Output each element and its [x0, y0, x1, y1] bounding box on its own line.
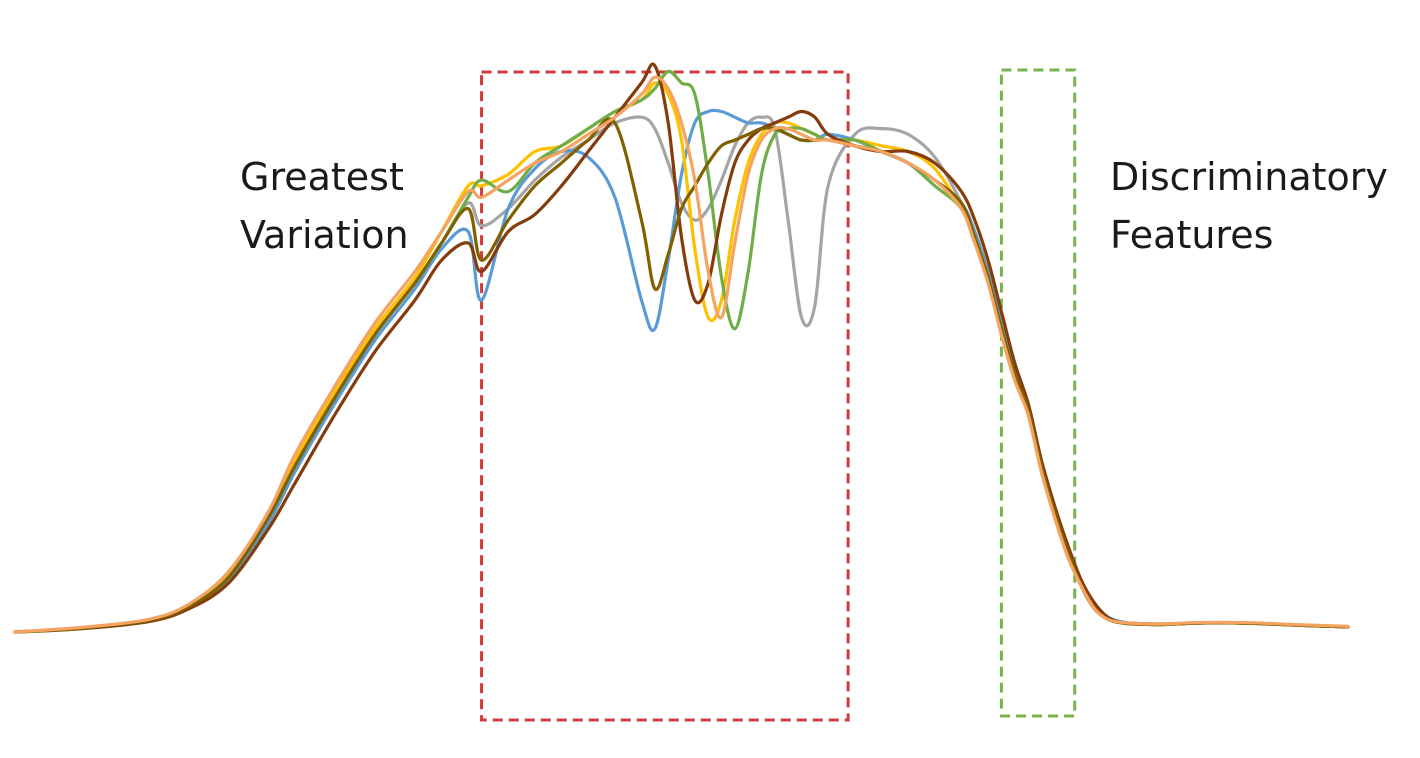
series-group: [13, 62, 1350, 634]
annotation-discriminatory-features-line2: Features: [1110, 213, 1274, 257]
annotation-greatest-variation-line2: Variation: [240, 213, 409, 257]
annotation-greatest-variation: Greatest Variation: [240, 148, 409, 264]
annotation-discriminatory-features: Discriminatory Features: [1110, 148, 1388, 264]
series-line-7: [13, 75, 1350, 634]
annotation-greatest-variation-line1: Greatest: [240, 155, 404, 199]
series-line-5: [13, 62, 1350, 634]
region-box-2: [999, 68, 1077, 718]
highlight-regions: [480, 68, 1077, 722]
annotation-discriminatory-features-line1: Discriminatory: [1110, 155, 1388, 199]
